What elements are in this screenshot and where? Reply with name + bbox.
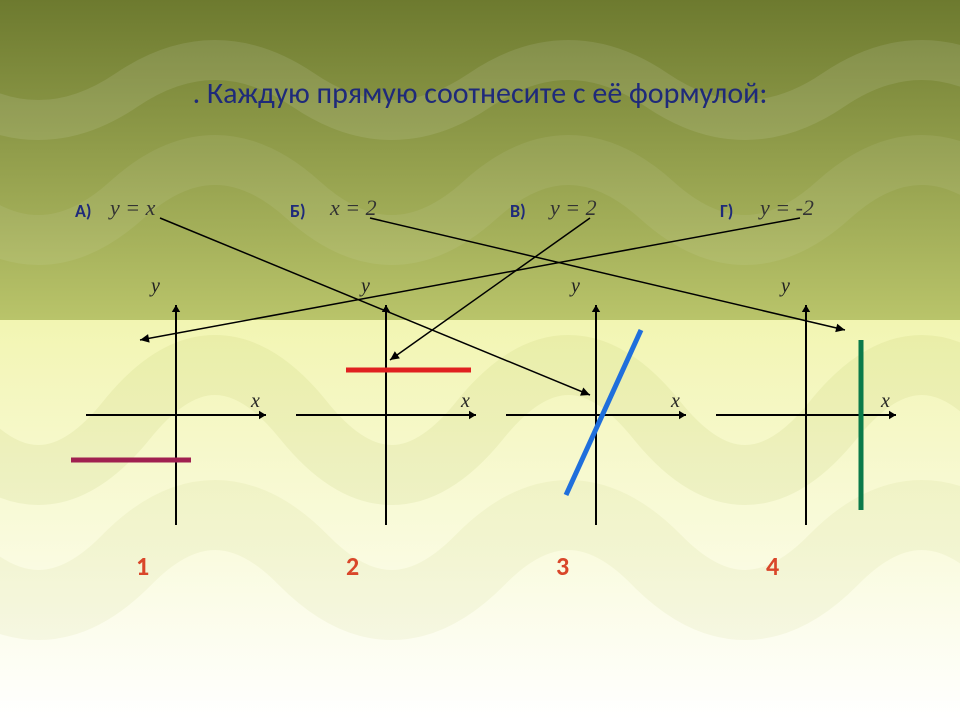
y-axis-label-2: y [361, 275, 370, 298]
y-axis-label-3: y [571, 275, 580, 298]
formula-label-a: А) [75, 200, 92, 222]
formula-label-v: В) [510, 200, 526, 222]
page-title: . Каждую прямую соотнесите с её формулой… [0, 75, 960, 112]
formula-label-b: Б) [290, 200, 306, 222]
graph-number-1: 1 [136, 550, 149, 582]
formula-label-g: Г) [720, 200, 733, 222]
x-axis-label-2: x [461, 390, 470, 413]
graph-number-4: 4 [766, 550, 779, 582]
formula-eq-g: y = -2 [760, 195, 814, 221]
y-axis-label-4: y [781, 275, 790, 298]
x-axis-label-4: x [881, 390, 890, 413]
graph-number-3: 3 [556, 550, 569, 582]
formula-eq-v: y = 2 [550, 195, 597, 221]
x-axis-label-3: x [671, 390, 680, 413]
graph-number-2: 2 [346, 550, 359, 582]
formula-eq-a: y = x [110, 195, 155, 221]
y-axis-label-1: y [151, 275, 160, 298]
formula-eq-b: x = 2 [330, 195, 377, 221]
x-axis-label-1: x [251, 390, 260, 413]
